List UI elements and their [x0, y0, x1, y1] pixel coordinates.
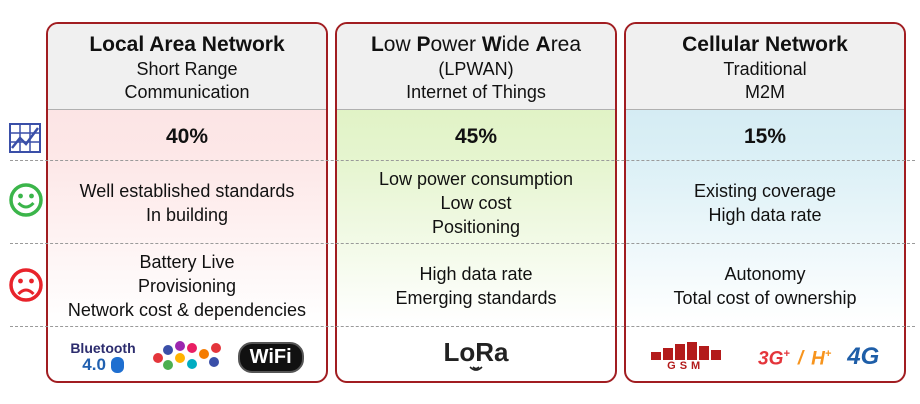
lpwan-pro-item: Low cost: [440, 193, 512, 213]
row-separator: [10, 326, 915, 327]
cellular-share: 15%: [743, 125, 787, 148]
lpwan-column: Low Power Wide Area (LPWAN) Internet of …: [335, 22, 617, 383]
lan-header: Local Area Network Short Range Communica…: [48, 24, 326, 110]
lpwan-con-item: Emerging standards: [395, 288, 557, 308]
bluetooth-logo: Bluetooth 4.0: [70, 339, 136, 374]
cellular-title: Cellular Network: [682, 33, 848, 56]
lora-logo: LoRa: [444, 339, 509, 375]
cellular-con-item: Autonomy: [724, 264, 806, 284]
cellular-pro-item: Existing coverage: [693, 181, 837, 201]
gsm-logo: GSM: [650, 342, 721, 372]
lan-con-item: Battery Live: [139, 252, 235, 272]
cellular-header: Cellular Network Traditional M2M: [626, 24, 904, 110]
smiley-icon: [8, 182, 44, 223]
network-generations: 3G+ / H+ 4G: [758, 343, 880, 370]
lan-share: 40%: [165, 125, 209, 148]
lan-con-item: Network cost & dependencies: [67, 300, 307, 320]
lan-subtitle-line2: Communication: [124, 82, 250, 102]
lan-pros: Well established standards In building: [48, 162, 326, 244]
lora-wave-icon: [469, 366, 483, 371]
lpwan-pro-item: Positioning: [431, 217, 521, 237]
lan-cons: Battery Live Provisioning Network cost &…: [48, 246, 326, 326]
cellular-logos: GSM 3G+ / H+ 4G: [626, 330, 904, 381]
4g-logo: 4G: [847, 343, 880, 370]
lan-logos: Bluetooth 4.0 WiFi: [48, 330, 326, 381]
row-separator: [10, 243, 915, 244]
cellular-pros: Existing coverage High data rate: [626, 162, 904, 244]
lpwan-subtitle-line1: (LPWAN): [438, 59, 514, 79]
lpwan-logos: LoRa: [337, 330, 615, 381]
row-separator: [10, 160, 915, 161]
lan-pro-item: In building: [145, 205, 229, 225]
bluetooth-rune-icon: [110, 357, 124, 374]
hplus-logo: H+: [811, 347, 832, 369]
lan-title: Local Area Network: [89, 33, 285, 56]
lan-pro-item: Well established standards: [79, 181, 295, 201]
cellular-con-item: Total cost of ownership: [673, 288, 857, 308]
cellular-column: Cellular Network Traditional M2M 15% Exi…: [624, 22, 906, 383]
zigbee-logo-icon: [150, 338, 226, 377]
bar-chart-icon: [8, 122, 42, 159]
lpwan-share: 45%: [454, 125, 498, 148]
lan-con-item: Provisioning: [137, 276, 237, 296]
wifi-logo: WiFi: [237, 341, 304, 373]
cellular-subtitle-line1: Traditional: [723, 59, 807, 79]
lpwan-title: Low Power Wide Area: [370, 33, 582, 56]
cellular-cons: Autonomy Total cost of ownership: [626, 246, 904, 326]
gsm-blocks-icon: [650, 342, 721, 360]
lpwan-pro-item: Low power consumption: [378, 169, 574, 189]
cellular-pro-item: High data rate: [708, 205, 822, 225]
lpwan-subtitle-line2: Internet of Things: [406, 82, 546, 102]
lpwan-pros: Low power consumption Low cost Positioni…: [337, 162, 615, 244]
lpwan-cons: High data rate Emerging standards: [337, 246, 615, 326]
lan-subtitle-line1: Short Range: [136, 59, 238, 79]
lpwan-con-item: High data rate: [419, 264, 533, 284]
lpwan-header: Low Power Wide Area (LPWAN) Internet of …: [337, 24, 615, 110]
lan-column: Local Area Network Short Range Communica…: [46, 22, 328, 383]
cellular-subtitle-line2: M2M: [745, 82, 785, 102]
frown-icon: [8, 267, 44, 308]
3g-plus-logo: 3G+: [758, 347, 790, 369]
